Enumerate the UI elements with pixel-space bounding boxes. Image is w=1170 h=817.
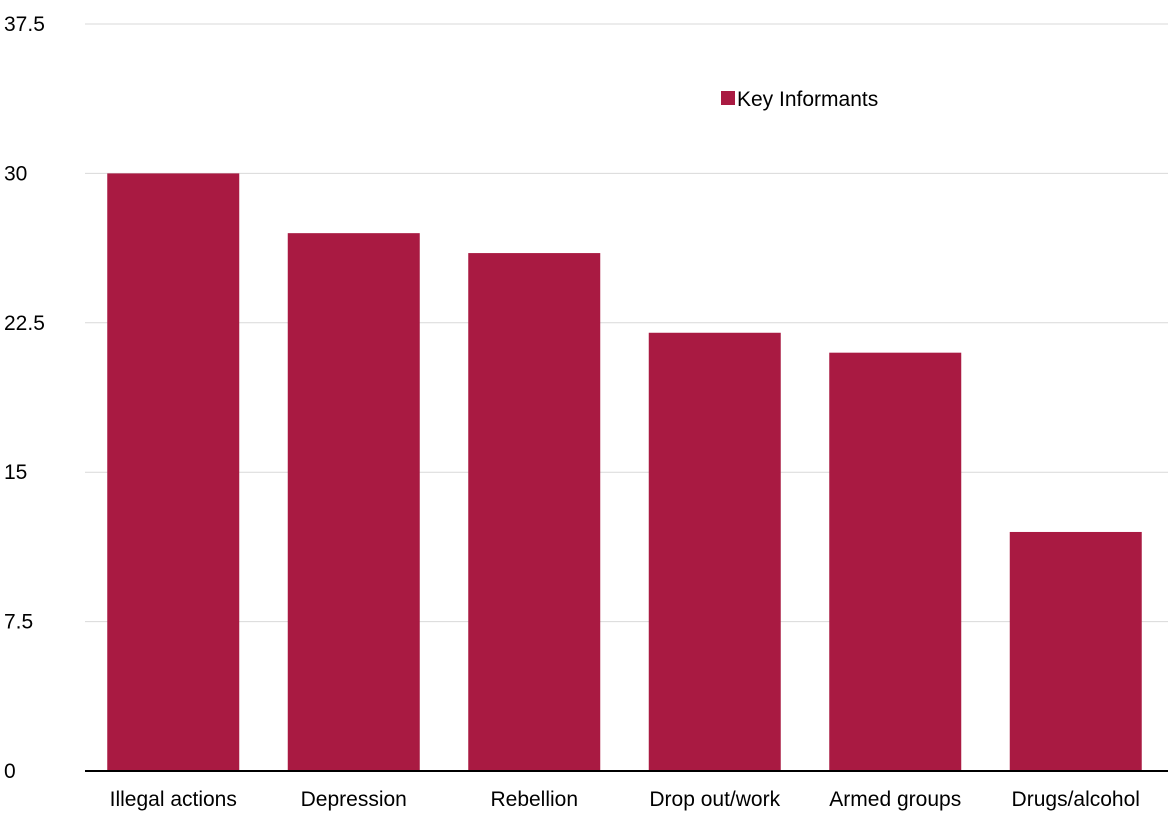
y-tick-label: 37.5 bbox=[4, 13, 45, 36]
y-axis-ticks: 0 7.5 15 22.5 30 37.5 bbox=[4, 13, 45, 783]
x-category-label: Drugs/alcohol bbox=[1012, 788, 1140, 811]
legend-label: Key Informants bbox=[737, 88, 878, 111]
x-category-label: Armed groups bbox=[829, 788, 961, 811]
bar bbox=[829, 352, 962, 771]
bar bbox=[1009, 531, 1142, 771]
x-axis-labels: Illegal actions Depression Rebellion Drop o… bbox=[110, 788, 1140, 811]
bar bbox=[287, 233, 420, 771]
y-tick-label: 30 bbox=[4, 162, 27, 185]
gridlines bbox=[85, 23, 1168, 623]
y-tick-label: 15 bbox=[4, 461, 27, 484]
legend: Key Informants bbox=[721, 88, 878, 111]
x-category-label: Depression bbox=[301, 788, 407, 811]
bar bbox=[107, 173, 240, 771]
y-tick-label: 22.5 bbox=[4, 312, 45, 335]
legend-swatch bbox=[721, 91, 735, 105]
x-category-label: Rebellion bbox=[490, 788, 578, 811]
bar bbox=[468, 253, 601, 771]
x-category-label: Drop out/work bbox=[649, 788, 780, 811]
bar bbox=[648, 332, 781, 771]
y-tick-label: 0 bbox=[4, 760, 16, 783]
bars bbox=[107, 173, 1142, 771]
x-category-label: Illegal actions bbox=[110, 788, 237, 811]
y-tick-label: 7.5 bbox=[4, 611, 33, 634]
